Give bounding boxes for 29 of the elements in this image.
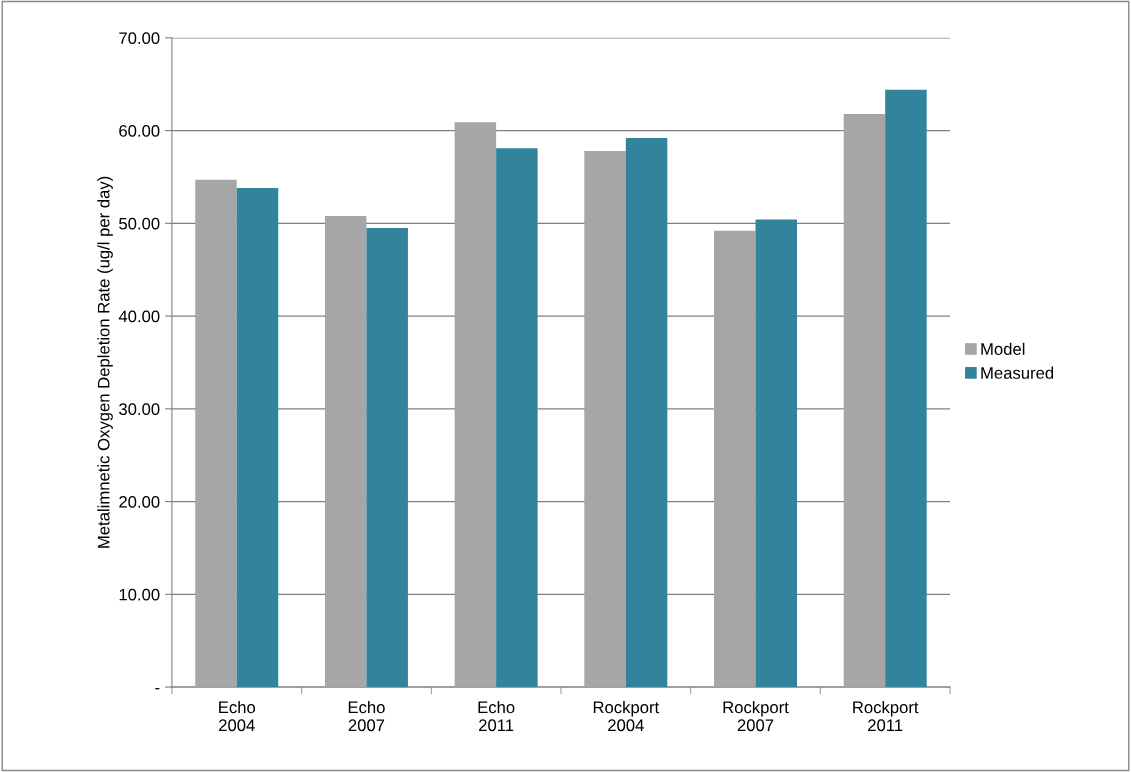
- bar: [584, 150, 626, 688]
- x-tick-label: Rockport 2011: [853, 700, 919, 732]
- bar: [195, 179, 237, 688]
- y-tick-label: 50.00: [119, 217, 160, 230]
- bar: [714, 230, 756, 688]
- bar: [324, 215, 367, 688]
- bar: [843, 113, 886, 688]
- bar: [366, 227, 408, 688]
- legend-label: Model: [981, 342, 1025, 355]
- y-tick-label: 30.00: [119, 403, 160, 416]
- x-tick-label: Rockport 2007: [723, 700, 789, 732]
- x-tick-label: Echo 2011: [478, 700, 515, 732]
- y-tick-label: 40.00: [118, 310, 160, 323]
- y-tick-label: 20.00: [119, 495, 160, 508]
- x-tick-label: Echo 2004: [219, 700, 256, 732]
- bar: [236, 188, 279, 688]
- y-axis-title: Metalimnetic Oxygen Depletion Rate (ug/l per day): [97, 176, 113, 548]
- bar: [454, 122, 497, 688]
- bar: [755, 219, 798, 688]
- bar: [625, 138, 668, 688]
- y-tick-label: -: [155, 688, 160, 690]
- legend-label: Measured: [981, 366, 1054, 379]
- x-tick-label: Echo 2007: [348, 700, 385, 732]
- bar: [885, 89, 927, 688]
- bar: [496, 148, 538, 688]
- y-tick-label: 60.00: [119, 124, 160, 137]
- x-tick-label: Rockport 2004: [593, 700, 660, 732]
- y-tick-label: 70.00: [119, 32, 160, 45]
- y-tick-label: 10.00: [119, 588, 160, 601]
